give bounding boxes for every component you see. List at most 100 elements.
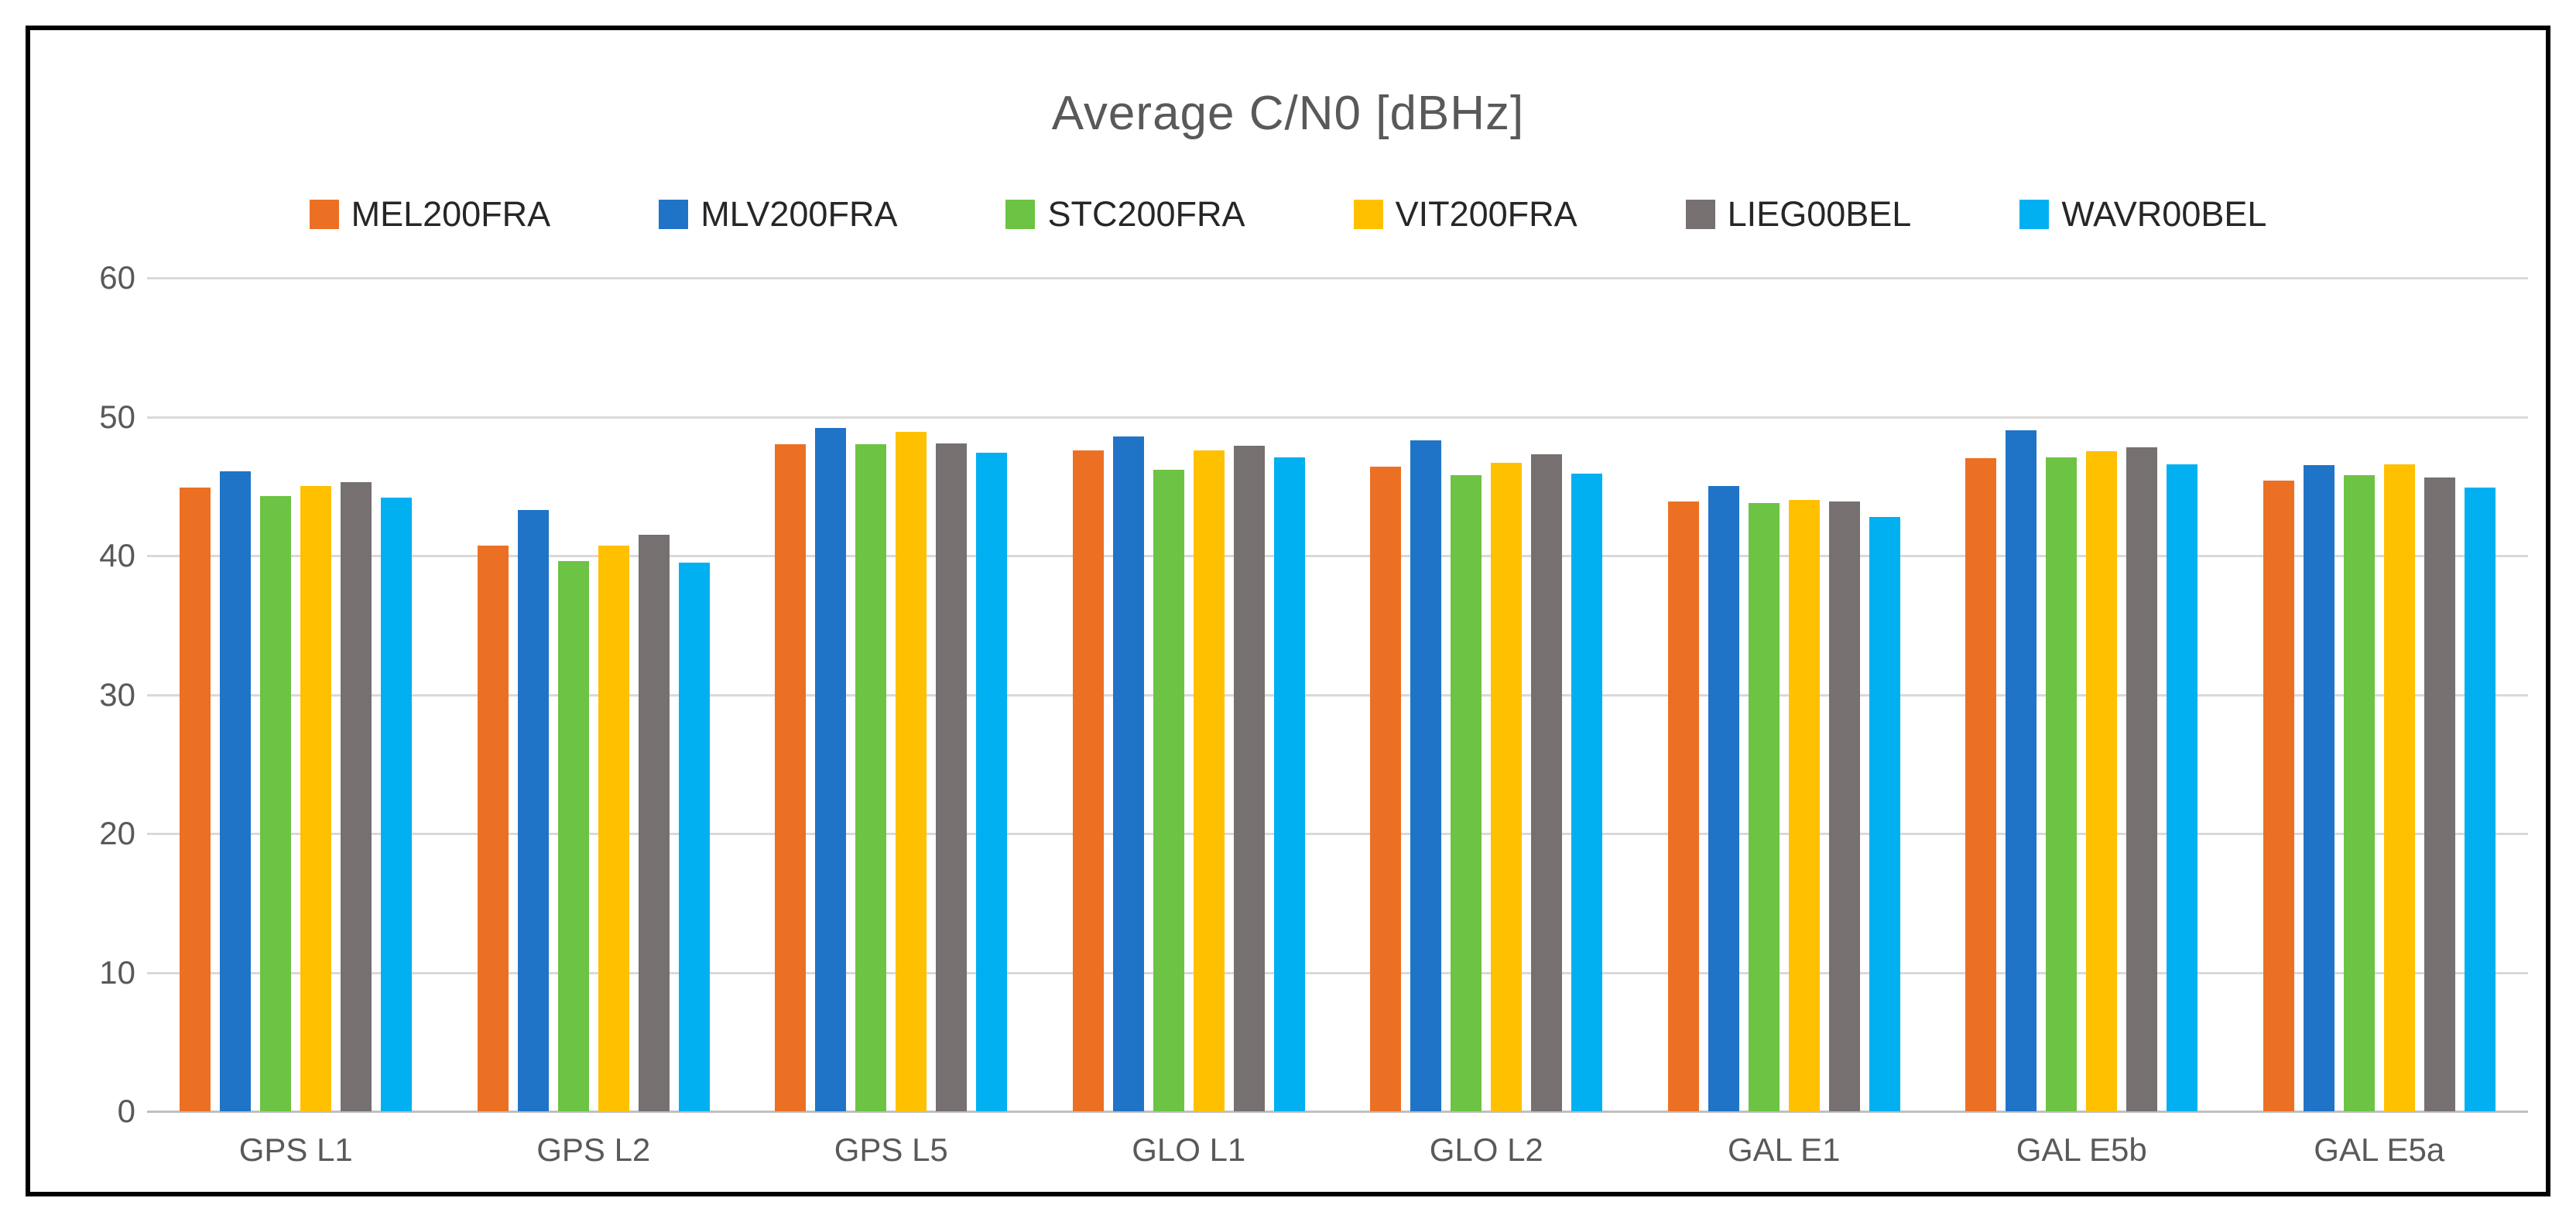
x-axis-line — [147, 1111, 2528, 1113]
bar — [2086, 451, 2118, 1111]
bar — [2126, 447, 2158, 1111]
x-axis-labels: GPS L1 GPS L2 GPS L5 GLO L1 GLO L2 GAL E1 GAL … — [147, 1131, 2528, 1169]
gridline — [147, 555, 2528, 557]
bar — [1571, 474, 1603, 1111]
bar — [1410, 440, 1442, 1111]
bar — [2424, 478, 2455, 1111]
bar — [1708, 486, 1739, 1111]
bar-group — [1338, 278, 1636, 1111]
bar — [2383, 464, 2415, 1111]
bar — [896, 432, 927, 1111]
bar — [976, 453, 1008, 1111]
bar — [2263, 481, 2294, 1111]
bar — [2167, 464, 2198, 1111]
bar — [815, 427, 847, 1111]
legend-label: VIT200FRA — [1395, 194, 1577, 234]
legend-swatch — [1685, 200, 1715, 229]
bar-group — [1933, 278, 2231, 1111]
bar — [1667, 501, 1699, 1111]
legend-swatch — [309, 200, 339, 229]
legend-swatch — [659, 200, 689, 229]
x-category-label: GAL E1 — [1727, 1131, 1841, 1168]
bar-group — [445, 278, 743, 1111]
bar — [1531, 454, 1563, 1111]
gridline — [147, 693, 2528, 697]
legend-swatch — [2019, 200, 2050, 229]
bar — [1451, 474, 1482, 1111]
y-tick-label: 30 — [99, 676, 135, 713]
bar-group — [742, 278, 1040, 1111]
x-category-label: GAL E5a — [2314, 1131, 2445, 1168]
legend-label: WAVR00BEL — [2061, 194, 2267, 234]
bar-group — [1040, 278, 1338, 1111]
y-tick-label: 40 — [99, 537, 135, 573]
x-category-label: GPS L2 — [536, 1131, 651, 1168]
y-tick-label: 50 — [99, 398, 135, 435]
bar — [598, 546, 629, 1111]
bar — [1153, 469, 1184, 1111]
bar-group — [147, 278, 445, 1111]
y-tick-label: 10 — [99, 953, 135, 991]
legend-item: VIT200FRA — [1353, 194, 1577, 234]
bar — [260, 495, 292, 1111]
bar — [1491, 462, 1523, 1111]
bar — [936, 443, 968, 1111]
bar — [678, 562, 710, 1111]
bar — [1869, 516, 1900, 1111]
bar — [1788, 500, 1820, 1111]
bar — [300, 486, 332, 1111]
bar — [2343, 474, 2375, 1111]
bar — [477, 546, 509, 1111]
legend-item: LIEG00BEL — [1685, 194, 1912, 234]
legend-item: MLV200FRA — [659, 194, 897, 234]
bar — [2046, 457, 2078, 1111]
bar — [1965, 458, 1997, 1111]
plot-area — [147, 278, 2528, 1111]
legend-label: STC200FRA — [1047, 194, 1245, 234]
bar — [1072, 450, 1104, 1111]
bar — [1748, 502, 1780, 1111]
bar — [1828, 501, 1860, 1111]
bar — [220, 471, 252, 1111]
legend-swatch — [1005, 200, 1036, 229]
legend-label: MEL200FRA — [351, 194, 551, 234]
y-tick-label: 20 — [99, 815, 135, 851]
bar — [381, 497, 413, 1111]
bar — [1112, 436, 1144, 1111]
bar — [341, 481, 372, 1111]
x-category-label: GLO L1 — [1132, 1131, 1246, 1168]
bar-group — [1636, 278, 1934, 1111]
legend-item: STC200FRA — [1005, 194, 1245, 234]
x-category-label: GPS L5 — [834, 1131, 948, 1168]
x-category-label: GAL E5b — [2016, 1131, 2147, 1168]
y-tick-label: 60 — [99, 259, 135, 296]
bar — [2303, 465, 2334, 1111]
legend-swatch — [1353, 200, 1383, 229]
bar — [1273, 457, 1305, 1111]
bar — [855, 444, 887, 1111]
gridline — [147, 971, 2528, 974]
bar — [2006, 430, 2037, 1111]
bar — [1233, 446, 1265, 1111]
bar-group — [2231, 278, 2529, 1111]
x-category-label: GLO L2 — [1429, 1131, 1543, 1168]
y-tick-label: 0 — [117, 1093, 135, 1129]
legend-label: LIEG00BEL — [1727, 194, 1912, 234]
bar — [557, 561, 589, 1111]
bar — [1193, 450, 1225, 1111]
bar — [180, 488, 211, 1111]
bar — [1370, 467, 1402, 1111]
legend: MEL200FRA MLV200FRA STC200FRA VIT200FRA LIEG… — [30, 194, 2546, 234]
gridline — [147, 833, 2528, 835]
bar — [775, 444, 807, 1111]
bar — [638, 535, 670, 1111]
gridline — [147, 416, 2528, 419]
legend-item: WAVR00BEL — [2019, 194, 2266, 234]
legend-label: MLV200FRA — [701, 194, 898, 234]
gridline — [147, 277, 2528, 279]
x-category-label: GPS L1 — [238, 1131, 353, 1168]
legend-item: MEL200FRA — [309, 194, 551, 234]
chart-title: Average C/N0 [dBHz] — [1051, 87, 1525, 140]
bar — [517, 509, 549, 1111]
bar — [2464, 488, 2496, 1111]
